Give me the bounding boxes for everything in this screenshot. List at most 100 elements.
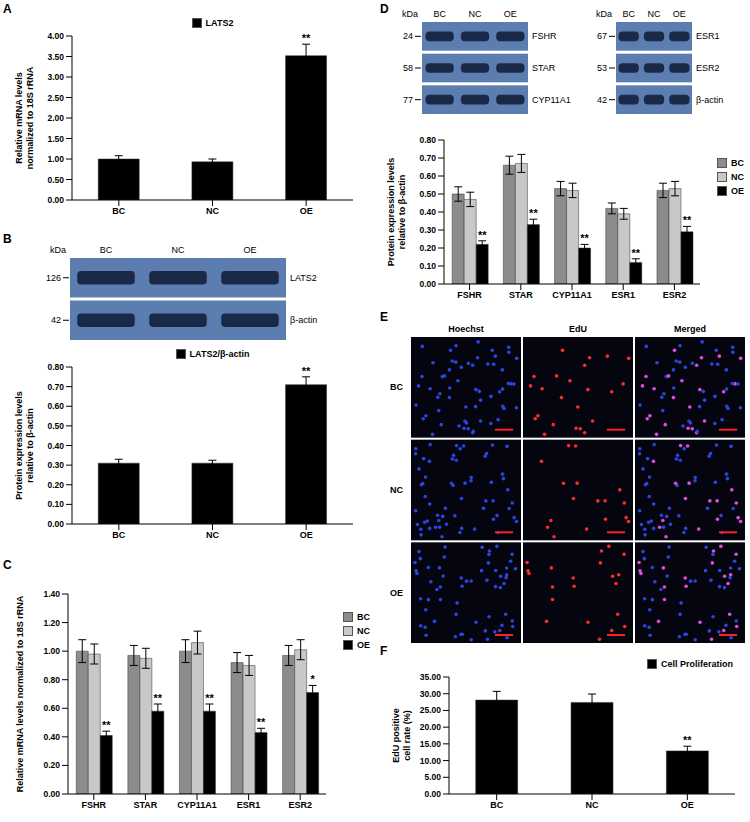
svg-text:53: 53 bbox=[597, 63, 607, 73]
svg-text:0.00: 0.00 bbox=[43, 789, 60, 799]
svg-text:0.00: 0.00 bbox=[47, 519, 64, 529]
svg-text:NC: NC bbox=[206, 530, 219, 540]
svg-text:0.10: 0.10 bbox=[419, 261, 436, 271]
svg-text:**: ** bbox=[632, 247, 641, 259]
svg-text:kDa: kDa bbox=[402, 9, 418, 19]
svg-text:Protein expression levelsrelat: Protein expression levelsrelative to β-a… bbox=[386, 158, 407, 267]
svg-text:0.50: 0.50 bbox=[419, 189, 436, 199]
svg-text:1.00: 1.00 bbox=[47, 154, 64, 164]
svg-text:0.80: 0.80 bbox=[43, 675, 60, 685]
svg-text:126: 126 bbox=[46, 273, 61, 283]
svg-text:10.00: 10.00 bbox=[420, 756, 442, 766]
svg-text:BC: BC bbox=[112, 530, 125, 540]
svg-text:CYP11A1: CYP11A1 bbox=[532, 95, 571, 105]
svg-text:**: ** bbox=[683, 734, 692, 746]
svg-text:EdU positivecell rate (%): EdU positivecell rate (%) bbox=[391, 708, 412, 763]
svg-text:Hoechst: Hoechst bbox=[448, 324, 484, 334]
svg-text:**: ** bbox=[478, 229, 487, 241]
svg-text:ESR1: ESR1 bbox=[696, 31, 720, 41]
svg-text:kDa: kDa bbox=[596, 9, 612, 19]
svg-text:BC: BC bbox=[390, 382, 403, 392]
svg-text:**: ** bbox=[529, 207, 538, 219]
svg-text:OE: OE bbox=[673, 9, 686, 19]
svg-text:NC: NC bbox=[206, 206, 219, 216]
svg-text:OE: OE bbox=[300, 530, 313, 540]
svg-text:58: 58 bbox=[403, 63, 413, 73]
svg-text:0.20: 0.20 bbox=[419, 243, 436, 253]
svg-text:FSHR: FSHR bbox=[457, 290, 482, 300]
svg-text:OE: OE bbox=[300, 206, 313, 216]
svg-text:STAR: STAR bbox=[532, 63, 556, 73]
svg-text:ESR2: ESR2 bbox=[288, 800, 312, 810]
svg-text:OE: OE bbox=[243, 245, 256, 255]
svg-text:NC: NC bbox=[172, 245, 185, 255]
svg-text:2.00: 2.00 bbox=[47, 113, 64, 123]
svg-text:0.00: 0.00 bbox=[419, 279, 436, 289]
svg-text:NC: NC bbox=[648, 9, 661, 19]
svg-text:0.10: 0.10 bbox=[47, 499, 64, 509]
svg-text:BC: BC bbox=[490, 800, 503, 810]
svg-text:OE: OE bbox=[390, 588, 403, 598]
svg-text:FSHR: FSHR bbox=[532, 31, 557, 41]
svg-text:30.00: 30.00 bbox=[420, 689, 442, 699]
svg-text:NC: NC bbox=[586, 800, 599, 810]
svg-text:OE: OE bbox=[504, 9, 517, 19]
svg-text:FSHR: FSHR bbox=[82, 800, 107, 810]
svg-text:BC: BC bbox=[100, 245, 113, 255]
svg-text:BC: BC bbox=[433, 9, 446, 19]
svg-text:Relative mRNA levelsnormalized: Relative mRNA levelsnormalized to 18S rR… bbox=[14, 66, 35, 169]
svg-text:0.40: 0.40 bbox=[47, 441, 64, 451]
svg-text:BC: BC bbox=[112, 206, 125, 216]
svg-text:STAR: STAR bbox=[133, 800, 157, 810]
svg-text:*: * bbox=[311, 673, 316, 685]
svg-text:NC: NC bbox=[469, 9, 482, 19]
svg-text:0.50: 0.50 bbox=[47, 175, 64, 185]
svg-text:5.00: 5.00 bbox=[424, 772, 441, 782]
svg-text:1.20: 1.20 bbox=[43, 618, 60, 628]
svg-text:Relative mRNA levels normalize: Relative mRNA levels normalized to 18S r… bbox=[15, 595, 25, 792]
svg-text:0.40: 0.40 bbox=[419, 207, 436, 217]
svg-text:0.60: 0.60 bbox=[47, 401, 64, 411]
svg-text:β-actin: β-actin bbox=[290, 315, 317, 325]
svg-text:kDa: kDa bbox=[50, 245, 66, 255]
svg-text:0.30: 0.30 bbox=[419, 225, 436, 235]
svg-text:NC: NC bbox=[390, 485, 403, 495]
svg-text:24: 24 bbox=[403, 31, 413, 41]
svg-text:0.70: 0.70 bbox=[419, 153, 436, 163]
svg-text:0.00: 0.00 bbox=[47, 195, 64, 205]
svg-text:EdU: EdU bbox=[569, 324, 587, 334]
svg-text:**: ** bbox=[302, 32, 311, 44]
svg-text:0.70: 0.70 bbox=[47, 382, 64, 392]
svg-text:0.00: 0.00 bbox=[424, 789, 441, 799]
svg-text:Protein expression levelsrelat: Protein expression levelsrelative to β-a… bbox=[14, 391, 35, 500]
svg-text:**: ** bbox=[205, 692, 214, 704]
svg-text:0.20: 0.20 bbox=[47, 480, 64, 490]
svg-text:LATS2: LATS2 bbox=[290, 273, 317, 283]
svg-text:CYP11A1: CYP11A1 bbox=[552, 290, 592, 300]
svg-text:4.00: 4.00 bbox=[47, 31, 64, 41]
svg-text:3.00: 3.00 bbox=[47, 72, 64, 82]
svg-text:**: ** bbox=[580, 232, 589, 244]
svg-text:BC: BC bbox=[622, 9, 635, 19]
svg-text:0.20: 0.20 bbox=[43, 760, 60, 770]
svg-text:**: ** bbox=[683, 214, 692, 226]
svg-text:0.40: 0.40 bbox=[43, 732, 60, 742]
svg-text:ESR2: ESR2 bbox=[663, 290, 687, 300]
svg-text:0.50: 0.50 bbox=[47, 421, 64, 431]
svg-text:77: 77 bbox=[403, 95, 413, 105]
svg-text:42: 42 bbox=[597, 95, 607, 105]
svg-text:**: ** bbox=[302, 365, 311, 377]
svg-text:0.60: 0.60 bbox=[43, 703, 60, 713]
svg-text:β-actin: β-actin bbox=[696, 95, 723, 105]
svg-text:**: ** bbox=[154, 692, 163, 704]
svg-text:CYP11A1: CYP11A1 bbox=[177, 800, 217, 810]
svg-text:0.80: 0.80 bbox=[419, 135, 436, 145]
svg-text:ESR2: ESR2 bbox=[696, 63, 720, 73]
svg-text:0.60: 0.60 bbox=[419, 171, 436, 181]
svg-text:1.40: 1.40 bbox=[43, 589, 60, 599]
svg-text:**: ** bbox=[102, 719, 111, 731]
svg-text:35.00: 35.00 bbox=[420, 672, 442, 682]
svg-text:**: ** bbox=[257, 716, 266, 728]
svg-text:3.50: 3.50 bbox=[47, 52, 64, 62]
svg-text:25.00: 25.00 bbox=[420, 705, 442, 715]
